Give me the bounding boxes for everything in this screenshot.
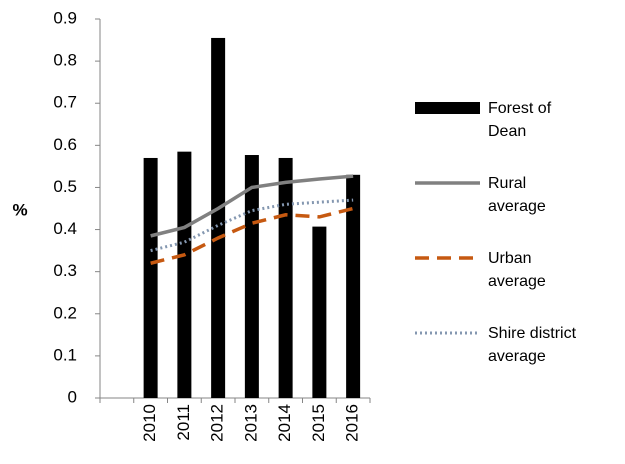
y-tick-label: 0.7	[53, 93, 77, 112]
y-tick-label: 0	[68, 387, 77, 406]
line	[150, 206, 354, 265]
x-tick-label: 2013	[241, 404, 260, 442]
bar	[211, 37, 226, 398]
x-tick-label: 2014	[275, 404, 294, 442]
legend-label: Rural average	[488, 175, 546, 215]
bar	[244, 155, 259, 398]
legend-label: Forest of Dean	[488, 100, 552, 140]
x-tick-label: 2010	[140, 404, 159, 442]
y-tick-label: 0.1	[53, 345, 77, 364]
x-tick-label: 2012	[208, 404, 227, 442]
x-tick-label: 2015	[309, 404, 328, 442]
x-tick-label: 2011	[174, 404, 193, 441]
y-tick-label: 0.6	[53, 135, 77, 154]
bar	[143, 157, 158, 398]
bar	[278, 157, 293, 398]
y-tick-label: 0.3	[53, 261, 77, 280]
y-tick-label: 0.8	[53, 51, 77, 70]
x-tick-label: 2016	[343, 404, 362, 442]
y-tick-label: 0.2	[53, 303, 77, 322]
bar	[312, 226, 327, 398]
line	[150, 174, 354, 238]
y-axis-label: %	[12, 200, 27, 219]
legend-label: Urban average	[488, 250, 546, 290]
bar	[177, 151, 192, 398]
y-tick-label: 0.9	[53, 8, 77, 27]
bar	[346, 174, 361, 398]
legend-label: Shire district average	[488, 325, 577, 365]
y-tick-label: 0.4	[53, 219, 77, 238]
legend-swatch	[415, 102, 480, 114]
y-tick-label: 0.5	[53, 177, 77, 196]
